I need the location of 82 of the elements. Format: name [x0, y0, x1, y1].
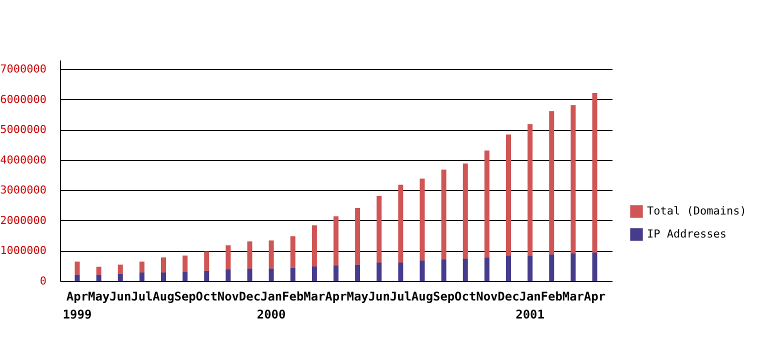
y-tick-label: 3000000: [0, 184, 46, 197]
bar: [462, 164, 468, 259]
y-tick-label: 7000000: [0, 62, 46, 76]
bar: [376, 196, 382, 263]
bar: [484, 150, 490, 258]
bar: [96, 274, 102, 281]
x-tick-label: Oct: [196, 290, 218, 304]
bar: [182, 272, 188, 281]
x-tick-label: Jun: [110, 290, 132, 304]
legend-label: IP Addresses: [647, 228, 726, 240]
bar: [484, 257, 490, 281]
x-tick-label: Apr: [584, 290, 606, 304]
bar: [161, 272, 166, 281]
bar: [376, 262, 382, 281]
bar: [398, 184, 404, 263]
bar: [355, 208, 360, 265]
bar: [570, 253, 576, 281]
bar: [441, 260, 446, 281]
bar: [118, 274, 123, 281]
bar: [312, 225, 317, 266]
bar: [462, 258, 468, 281]
x-tick-label: Dec: [238, 290, 261, 304]
y-tick-label: 4000000: [0, 153, 46, 166]
x-tick-label: Sep: [432, 290, 455, 304]
bar: [139, 262, 144, 273]
x-tick-label: Jun: [368, 290, 390, 304]
bar: [290, 236, 296, 268]
bar: [506, 134, 511, 256]
x-tick-label: Nov: [217, 290, 240, 304]
bar: [549, 111, 554, 254]
bar: [290, 268, 296, 281]
bar: [161, 257, 166, 273]
bar: [74, 262, 80, 275]
x-tick-label: Aug: [411, 290, 434, 304]
bar: [204, 270, 210, 281]
bar: [247, 268, 252, 281]
x-tick-label: Jul: [131, 290, 153, 304]
x-tick-label: Apr: [325, 290, 347, 304]
bar: [420, 260, 425, 281]
y-tick-label: 2000000: [0, 214, 46, 227]
x-tick-label: Dec: [498, 290, 520, 304]
y-tick-label: 5000000: [0, 123, 46, 136]
x-tick-label: Jul: [390, 290, 412, 304]
y-tick-label: 0: [40, 274, 46, 288]
bar: [204, 251, 210, 271]
x-tick-label: Nov: [476, 290, 498, 304]
bar: [506, 256, 511, 281]
x-tick-label: Sep: [174, 290, 196, 304]
bar: [226, 245, 231, 270]
bar: [334, 216, 338, 266]
legend-label: Total (Domains): [647, 204, 746, 218]
x-tick-label: Mar: [562, 290, 584, 304]
x-tick-label: Mar: [304, 290, 326, 304]
bar: [420, 178, 425, 260]
y-tick-label: 6000000: [0, 92, 46, 106]
x-tick-label: Feb: [282, 290, 304, 304]
bar: [570, 105, 576, 254]
bar: [549, 254, 554, 281]
bar: [268, 240, 274, 269]
bar: [118, 264, 123, 274]
bar: [139, 272, 144, 281]
x-tick-label: May: [88, 290, 110, 304]
bar: [355, 264, 360, 281]
bar: [441, 170, 446, 260]
bar: [74, 274, 80, 281]
bar: [312, 266, 317, 281]
x-tick-label: Oct: [454, 290, 476, 304]
bar: [226, 269, 231, 281]
bar: [247, 241, 252, 269]
bar: [592, 93, 598, 253]
y-tick-label: 1000000: [0, 244, 46, 258]
bar: [268, 268, 274, 281]
bar: [334, 266, 338, 281]
x-tick-label: Feb: [540, 290, 562, 304]
bar: [528, 256, 533, 281]
bar: [592, 252, 598, 281]
x-tick-label: Aug: [152, 290, 174, 304]
bar: [96, 266, 102, 275]
bar: [528, 124, 533, 256]
x-tick-label: May: [346, 290, 368, 304]
bar: [182, 256, 188, 272]
bar: [398, 262, 404, 281]
